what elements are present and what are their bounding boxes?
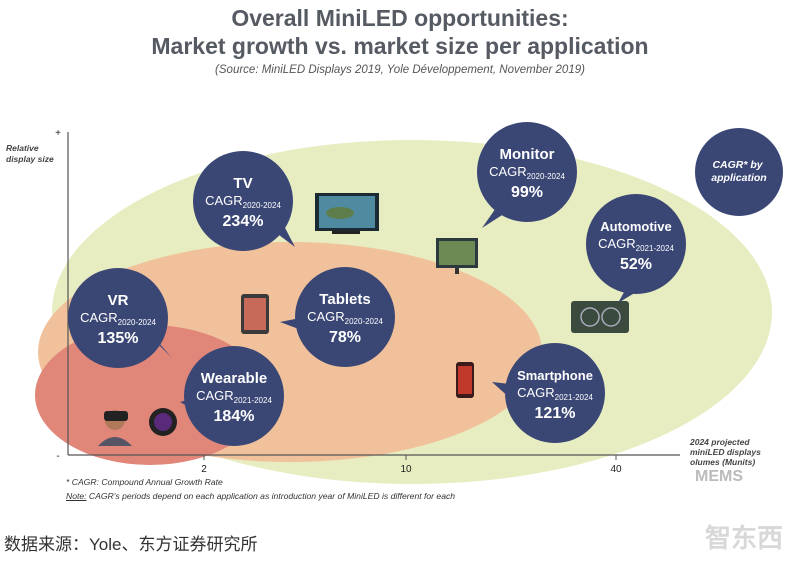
legend-line-2: application <box>711 172 766 184</box>
y-axis-label-1: Relative <box>6 143 39 153</box>
bubble-smartphone-circle <box>505 343 605 443</box>
chart-title-line2: Market growth vs. market size per applic… <box>151 33 649 59</box>
smartphone-image <box>456 362 474 398</box>
legend-bubble-text: CAGR* by application <box>711 159 766 184</box>
bubble-vr-value: 135% <box>98 330 139 347</box>
bubble-smartphone-cagr-label: CAGR2021-2024 <box>517 385 593 402</box>
bubble-tv-circle <box>193 151 293 251</box>
data-source-text: 数据来源：Yole、东方证券研究所 <box>4 535 258 554</box>
legend-line-1: CAGR* by <box>712 159 763 171</box>
y-axis-label: Relative display size <box>6 143 54 164</box>
cagr-note: Note: CAGR's periods depend on each appl… <box>66 491 455 501</box>
watermark-zhidx: 智东西 <box>705 523 784 553</box>
y-axis-end-minus: - <box>56 451 59 462</box>
monitor-image <box>436 238 478 274</box>
x-tick-2: 2 <box>201 464 207 475</box>
x-axis-label-1: 2024 projected <box>689 437 750 447</box>
x-axis-label-2: miniLED displays <box>690 447 763 457</box>
bubble-tv-value: 234% <box>223 213 264 230</box>
bubble-smartphone-value: 121% <box>535 405 576 422</box>
tv-image <box>315 193 379 234</box>
bubble-tv-label: TV <box>233 175 252 192</box>
y-axis-end-plus: + <box>55 128 61 139</box>
bubble-tv-cagr-label: CAGR2020-2024 <box>205 193 281 210</box>
x-axis-label: 2024 projected miniLED displays olumes (… <box>689 437 763 467</box>
legend-bubble: CAGR* by application <box>695 128 783 216</box>
x-axis-label-3: olumes (Munits) <box>690 457 755 467</box>
y-axis-label-2: display size <box>6 154 54 164</box>
bubble-automotive-label: Automotive <box>600 219 672 234</box>
bubble-monitor-circle <box>477 122 577 222</box>
bubble-automotive: Automotive CAGR2021-2024 52% <box>586 194 686 303</box>
bubble-smartphone-label: Smartphone <box>517 368 593 383</box>
bubble-wearable-value: 184% <box>214 408 255 425</box>
bubble-wearable-label: Wearable <box>201 370 267 387</box>
bubble-tablets-circle <box>295 267 395 367</box>
x-tick-40: 40 <box>610 464 622 475</box>
chart-title-line1: Overall MiniLED opportunities: <box>231 5 569 31</box>
note-text: CAGR's periods depend on each applicatio… <box>86 491 456 501</box>
bubble-tablets-label: Tablets <box>319 291 370 308</box>
bubble-monitor-cagr-label: CAGR2020-2024 <box>489 164 565 181</box>
watermark-mems: MEMS <box>695 468 743 485</box>
note-prefix: Note: <box>66 491 87 501</box>
bubble-monitor-label: Monitor <box>500 146 555 163</box>
bubble-vr-cagr-label: CAGR2020-2024 <box>80 310 156 327</box>
bubble-group: TVCAGR2020-2024234%MonitorCAGR2020-20249… <box>68 122 686 446</box>
automotive-image <box>571 301 629 333</box>
bubble-smartphone: Smartphone CAGR2021-2024 121% <box>492 343 605 443</box>
bubble-tablets-value: 78% <box>329 329 361 346</box>
bubble-wearable-circle <box>184 346 284 446</box>
bubble-monitor-value: 99% <box>511 184 543 201</box>
cagr-footnote: * CAGR: Compound Annual Growth Rate <box>66 477 223 487</box>
bubble-automotive-circle <box>586 194 686 294</box>
smartwatch-image <box>149 408 177 436</box>
chart-source: (Source: MiniLED Displays 2019, Yole Dév… <box>215 64 585 76</box>
bubble-tablets-cagr-label: CAGR2020-2024 <box>307 309 383 326</box>
vr-headset-image <box>98 410 132 446</box>
bubble-vr-label: VR <box>108 292 129 309</box>
x-tick-10: 10 <box>400 464 412 475</box>
bubble-automotive-cagr-label: CAGR2021-2024 <box>598 236 674 253</box>
bubble-automotive-value: 52% <box>620 256 652 273</box>
bubble-vr-circle <box>68 268 168 368</box>
tablet-image <box>241 294 269 334</box>
bubble-wearable-cagr-label: CAGR2021-2024 <box>196 388 272 405</box>
